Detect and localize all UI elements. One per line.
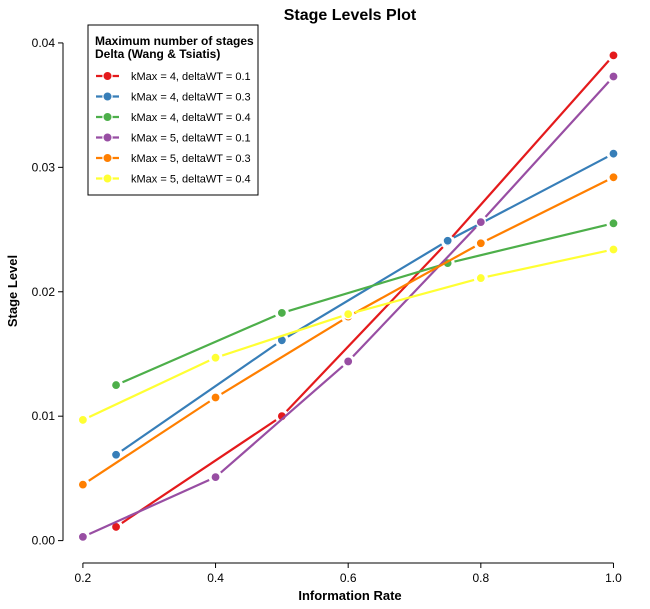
series-line-segment — [221, 315, 342, 357]
data-point — [77, 414, 89, 426]
series-line-segment — [352, 226, 477, 358]
series-3 — [110, 218, 619, 391]
legend-title-line-2: Delta (Wang & Tsiatis) — [95, 47, 220, 61]
data-point — [442, 235, 453, 247]
series-line-segment — [220, 365, 344, 474]
legend-label: kMax = 4, deltaWT = 0.1 — [131, 71, 251, 83]
chart-title: Stage Levels Plot — [284, 7, 417, 24]
legend-label: kMax = 5, deltaWT = 0.1 — [131, 133, 251, 145]
x-axis-label: Information Rate — [298, 588, 401, 603]
data-point — [608, 218, 619, 229]
legend-entry-5: kMax = 5, deltaWT = 0.3 — [96, 152, 251, 165]
series-line-segment — [454, 223, 607, 263]
data-point — [608, 50, 619, 61]
legend-label: kMax = 5, deltaWT = 0.4 — [131, 174, 251, 186]
legend-entries: kMax = 4, deltaWT = 0.1 kMax = 4, deltaWT… — [96, 70, 251, 186]
data-point — [210, 471, 221, 483]
x-tick-label: 0.6 — [340, 571, 357, 585]
data-point — [608, 244, 619, 255]
series-line-segment — [220, 319, 343, 395]
legend-marker — [102, 91, 113, 102]
series-line-segment — [121, 419, 277, 524]
legend-box — [87, 24, 259, 196]
x-tick-label: 0.8 — [472, 571, 489, 585]
legend-marker — [102, 173, 113, 184]
data-point — [342, 356, 354, 367]
data-point — [475, 272, 487, 284]
data-point — [608, 148, 619, 159]
series-6 — [77, 244, 619, 426]
legend-entry-4: kMax = 5, deltaWT = 0.1 — [96, 132, 251, 145]
series-line-segment — [451, 59, 610, 238]
legend-marker — [102, 152, 113, 164]
legend-entry-6: kMax = 5, deltaWT = 0.4 — [96, 173, 251, 186]
series-line-segment — [486, 179, 608, 242]
data-point — [77, 531, 89, 543]
y-axis-label: Stage Level — [5, 255, 20, 327]
series-line-segment — [121, 343, 277, 452]
data-point — [210, 392, 221, 403]
legend-marker — [102, 70, 113, 82]
series-line-segment — [487, 249, 607, 278]
legend: Maximum number of stages Delta (Wang & T… — [87, 24, 259, 196]
data-point — [77, 479, 89, 490]
series-line-segment — [285, 246, 444, 412]
data-point — [475, 237, 487, 249]
data-point — [608, 172, 619, 183]
series-line-segment — [353, 245, 476, 315]
y-tick-label: 0.02 — [32, 285, 56, 299]
data-point — [342, 308, 354, 320]
x-tick-label: 0.2 — [75, 571, 92, 585]
x-tick-label: 1.0 — [605, 571, 622, 585]
data-point — [110, 449, 122, 461]
series-5 — [77, 172, 619, 490]
x-tick-label: 0.4 — [207, 571, 224, 585]
series-line-segment — [122, 314, 276, 384]
series-line-segment — [484, 80, 610, 218]
y-tick-label: 0.01 — [32, 409, 56, 423]
y-tick-label: 0.00 — [32, 534, 56, 548]
axes: 0.00 0.01 0.02 0.03 0.04 0.2 0.4 0.6 0.8 1.0 — [32, 36, 622, 585]
series-line-segment — [88, 400, 211, 482]
legend-title-line-1: Maximum number of stages — [95, 34, 254, 48]
data-point — [475, 216, 487, 228]
series-line-segment — [88, 479, 210, 536]
series-4 — [77, 71, 619, 543]
series-line-segment — [287, 243, 443, 338]
series-line-segment — [88, 359, 210, 418]
legend-entry-2: kMax = 4, deltaWT = 0.3 — [96, 91, 251, 104]
legend-entry-3: kMax = 4, deltaWT = 0.4 — [96, 111, 251, 124]
legend-entry-1: kMax = 4, deltaWT = 0.1 — [96, 70, 251, 83]
legend-label: kMax = 5, deltaWT = 0.3 — [131, 153, 251, 165]
y-tick-label: 0.04 — [32, 36, 56, 50]
y-tick-label: 0.03 — [32, 160, 56, 174]
series-line-segment — [288, 264, 442, 312]
legend-label: kMax = 4, deltaWT = 0.4 — [131, 112, 251, 124]
data-point — [110, 379, 122, 391]
legend-label: kMax = 4, deltaWT = 0.3 — [131, 92, 251, 104]
data-point — [210, 352, 221, 364]
series-layer — [77, 50, 619, 543]
legend-marker — [102, 132, 113, 143]
legend-marker — [102, 111, 113, 123]
series-2 — [110, 148, 619, 461]
data-point — [608, 71, 619, 82]
data-point — [276, 307, 288, 319]
series-line-segment — [354, 278, 475, 314]
